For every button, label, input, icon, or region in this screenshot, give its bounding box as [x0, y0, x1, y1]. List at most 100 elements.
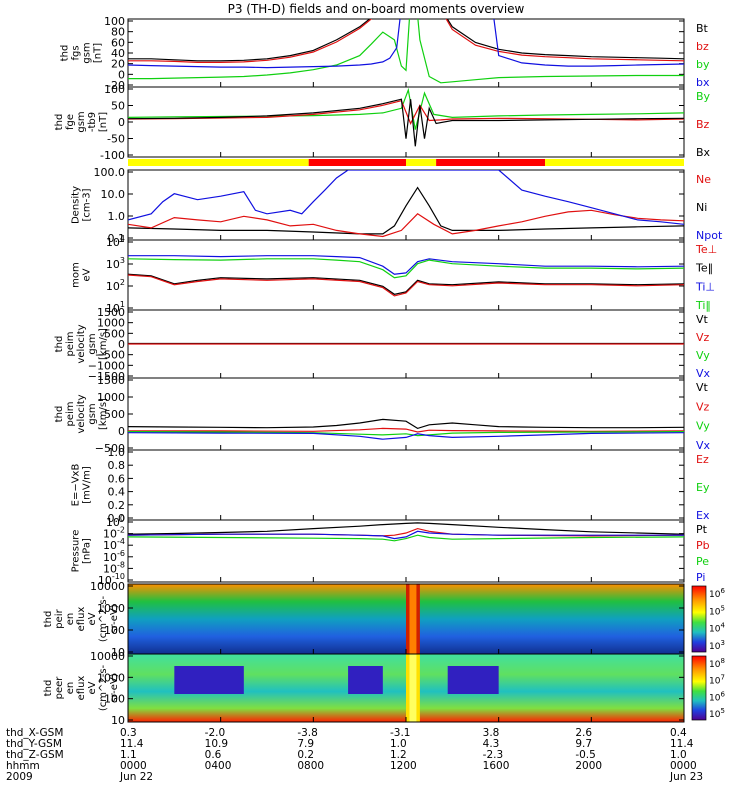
y-axis-label: -tb9 [87, 112, 98, 132]
flag-bar [128, 159, 684, 166]
y-axis-label: [nT] [98, 112, 109, 132]
y-axis-label: [mV/m] [82, 466, 93, 504]
y-axis-label: thd [60, 45, 71, 62]
y-axis-label: gsm [76, 111, 87, 132]
colorbar-tick: 108 [709, 657, 725, 670]
legend-entry: Vx [696, 367, 711, 380]
ephemeris-value: 11.4 [120, 738, 144, 750]
ytick-label: 0.2 [108, 499, 126, 512]
colorbar-tick: 105 [709, 604, 725, 617]
ephemeris-label: thd_X-GSM [6, 727, 63, 739]
ytick-label: 60 [111, 36, 125, 49]
ephemeris-value: 11.4 [670, 738, 694, 750]
series-line-Bx [128, 98, 684, 147]
y-axis-label: eV [87, 681, 98, 694]
legend-entry: Ni [696, 201, 707, 214]
ytick-label: 10000 [90, 650, 125, 663]
y-axis-label: peir [54, 608, 65, 628]
ytick-label: 40 [111, 47, 125, 60]
y-axis-label: sr-eV) [109, 604, 120, 633]
series-group [128, 170, 684, 238]
y-axis-label: fge [65, 114, 76, 130]
flag-segment-yellow [128, 159, 309, 166]
ytick-label: 500 [104, 327, 125, 340]
ytick-label: 0 [118, 338, 125, 351]
y-axis-label: thd [43, 680, 54, 697]
y-axis-label: thd [54, 336, 65, 353]
ephemeris-value: -0.5 [575, 749, 596, 761]
y-axis-label: velocity [76, 394, 87, 433]
ephemeris-value: -2.3 [483, 749, 504, 761]
ephemeris-value: 1.1 [120, 749, 137, 761]
legend-entry: Vx [696, 439, 711, 452]
flag-segment-red [436, 159, 545, 166]
legend-entry: Npot [696, 229, 723, 242]
series-line-Ti⊥ [128, 255, 684, 275]
legend-entry: Vy [696, 420, 710, 433]
series-group [128, 255, 684, 297]
ephemeris-value: 1.0 [670, 749, 687, 761]
ytick-label: 10 [111, 646, 125, 659]
legend-entry: Te⊥ [695, 243, 717, 256]
y-axis-label: thd [43, 611, 54, 628]
ytick-label: −500 [95, 442, 125, 455]
ytick-label: 50 [111, 100, 125, 113]
spectrogram-core-inner [409, 654, 417, 722]
panel-velocity2: 1500 1000 500 0 −500 thd peim velocity gsm [km/s]… [54, 374, 711, 455]
ytick-label: 10 [111, 714, 125, 727]
panel-ion_spec: 106 105 104 103 10000 1000 100 10 thd peir en eflux… [43, 580, 725, 659]
y-axis-label: (cm^2-s- [98, 664, 109, 711]
legend-entry: Bt [696, 22, 709, 35]
legend-entry: Vz [696, 400, 710, 413]
y-axis-label: gsm [87, 333, 98, 354]
y-axis-label: Density [71, 186, 82, 224]
y-axis-label: Pressure [71, 530, 82, 573]
ephemeris-value: 10.9 [205, 738, 228, 750]
series-group [128, 418, 684, 440]
ytick-label: 10.0 [101, 188, 126, 201]
legend-entry: By [696, 90, 711, 103]
series-line-Vt [128, 418, 684, 430]
ytick-label: 0.0 [108, 512, 126, 525]
ephemeris-value: 0000 [120, 760, 147, 772]
ephemeris-value: 2.6 [575, 727, 592, 739]
colorbar [691, 655, 707, 721]
series-line-Npot [128, 170, 684, 225]
legend-entry: Pt [696, 523, 708, 536]
panel-efield: 1.00.80.60.40.20.0 E=−VxB [mV/m] Ez Ey Ex [71, 446, 710, 525]
legend-entry: Vt [696, 381, 709, 394]
ytick-label: -100 [100, 149, 125, 162]
ytick-label: 1000 [97, 602, 125, 615]
series-line-by [128, 19, 684, 84]
spectrogram-core-inner [409, 584, 417, 654]
panel-fge: 100 50 0 -50 -100 thd fge gsm -tb9 [nT] By Bz Bx [54, 83, 711, 162]
y-axis-label: eflux [76, 607, 87, 632]
ytick-label: 0 [118, 68, 125, 81]
panel-elec_spec: 108 107 106 105 10000 1000 100 10 thd peer en eflux… [43, 650, 725, 727]
series-line-Ti‖ [128, 258, 684, 279]
series-line-bz [128, 19, 684, 64]
series-group [128, 522, 684, 542]
y-axis-label: [nPa] [82, 538, 93, 564]
ephemeris-value: Jun 23 [669, 771, 703, 783]
y-axis-label: eV [87, 612, 98, 625]
ytick-label: 1.0 [108, 446, 126, 459]
ytick-label: 100 [104, 15, 125, 28]
legend-entry: bz [696, 40, 709, 53]
ytick-label: 103 [106, 256, 125, 271]
y-axis-label: gsm [87, 403, 98, 424]
ytick-label: 100.0 [94, 166, 126, 179]
colorbar-tick: 105 [709, 707, 725, 720]
ytick-label: −500 [95, 349, 125, 362]
y-axis-label: velocity [76, 324, 87, 363]
ephemeris-value: 9.7 [575, 738, 592, 750]
colorbar-tick: 107 [709, 674, 725, 687]
colorbar-tick: 103 [709, 639, 725, 652]
ytick-label: 80 [111, 26, 125, 39]
ytick-label: 100 [104, 624, 125, 637]
y-axis-label: (cm^2-s- [98, 595, 109, 642]
